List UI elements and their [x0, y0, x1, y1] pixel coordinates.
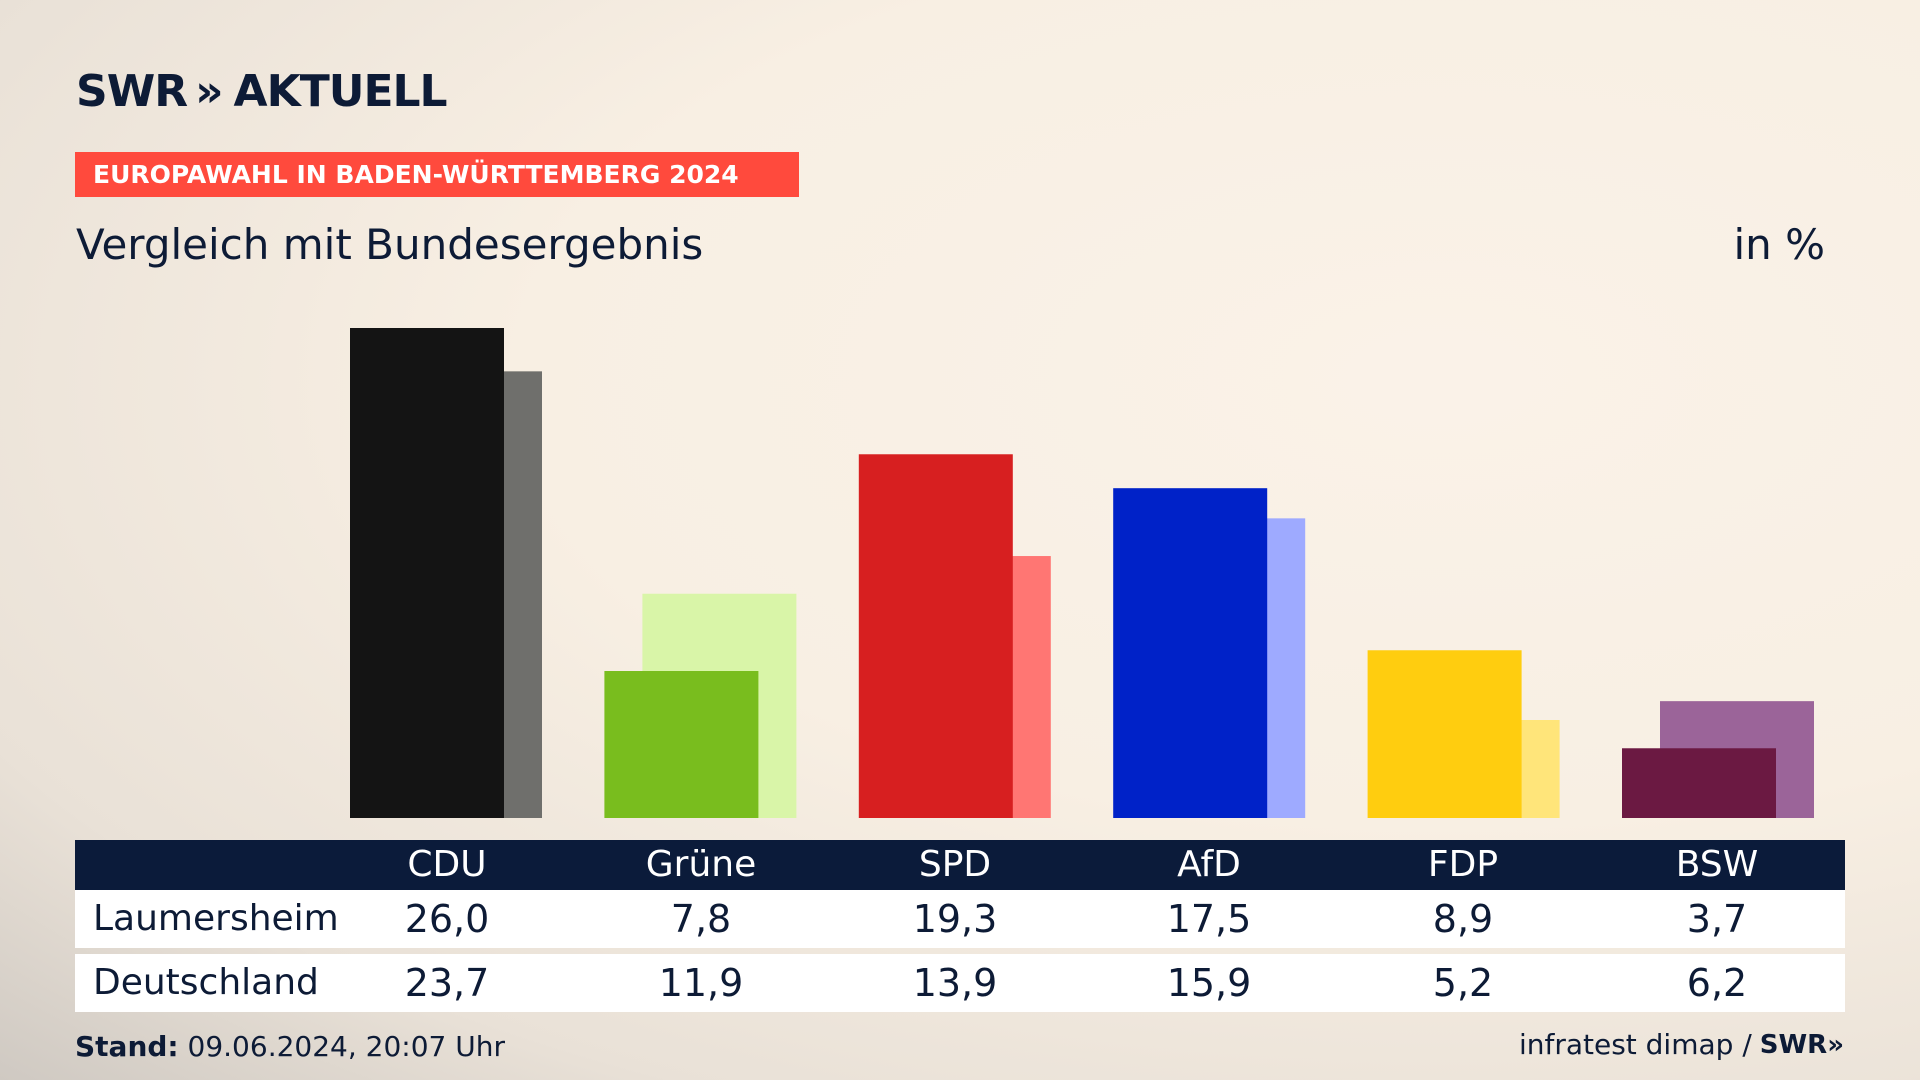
party-header: BSW — [1675, 844, 1759, 885]
bar-laumersheim-fdp — [1367, 650, 1522, 818]
party-header: FDP — [1427, 844, 1499, 885]
party-header: AfD — [1177, 844, 1241, 885]
logo-swr: SWR — [76, 66, 188, 117]
party-header: Grüne — [645, 844, 757, 885]
table-header: CDU Grüne SPD AfD FDP BSW — [75, 840, 1845, 890]
source-text: infratest dimap / — [1518, 1028, 1752, 1061]
chart-subtitle: Vergleich mit Bundesergebnis — [76, 220, 704, 269]
source-credit: infratest dimap / SWR» — [1519, 1028, 1844, 1061]
party-header: CDU — [407, 844, 487, 885]
value-cell: 15,9 — [1166, 961, 1252, 1005]
header-spacer — [75, 840, 320, 890]
unit-label: in % — [1733, 220, 1825, 269]
value-cell: 7,8 — [670, 897, 732, 941]
stand-value: 09.06.2024, 20:07 Uhr — [187, 1030, 505, 1063]
election-banner: EUROPAWAHL IN BADEN-WÜRTTEMBERG 2024 — [75, 152, 799, 197]
timestamp: Stand: 09.06.2024, 20:07 Uhr — [75, 1030, 505, 1063]
party-header: SPD — [918, 844, 992, 885]
bar-laumersheim-bsw — [1622, 748, 1776, 818]
value-cell: 5,2 — [1432, 961, 1494, 1005]
swr-aktuell-logo: SWR » AKTUELL — [76, 66, 448, 117]
value-cell: 19,3 — [912, 897, 998, 941]
swr-logo-small: SWR» — [1759, 1029, 1844, 1060]
value-cell: 26,0 — [404, 897, 490, 941]
bar-laumersheim-grüne — [604, 671, 759, 818]
stand-label: Stand: — [75, 1030, 179, 1063]
value-cell: 3,7 — [1686, 897, 1748, 941]
value-cell: 8,9 — [1432, 897, 1494, 941]
value-cell: 23,7 — [404, 961, 490, 1005]
results-table: CDU Grüne SPD AfD FDP BSW Laumersheim 26… — [75, 840, 1845, 1012]
bar-laumersheim-cdu — [350, 328, 504, 818]
table-row: Laumersheim 26,0 7,8 19,3 17,5 8,9 3,7 — [75, 890, 1845, 948]
row-label: Laumersheim — [93, 898, 339, 939]
bar-laumersheim-spd — [858, 454, 1013, 818]
bar-chart — [350, 328, 1814, 818]
value-cell: 17,5 — [1166, 897, 1252, 941]
value-cell: 11,9 — [658, 961, 744, 1005]
row-label: Deutschland — [93, 962, 319, 1003]
table-row: Deutschland 23,7 11,9 13,9 15,9 5,2 6,2 — [75, 954, 1845, 1012]
value-cell: 13,9 — [912, 961, 998, 1005]
logo-aktuell: AKTUELL — [233, 66, 448, 117]
value-cell: 6,2 — [1686, 961, 1748, 1005]
bar-laumersheim-afd — [1113, 488, 1268, 818]
